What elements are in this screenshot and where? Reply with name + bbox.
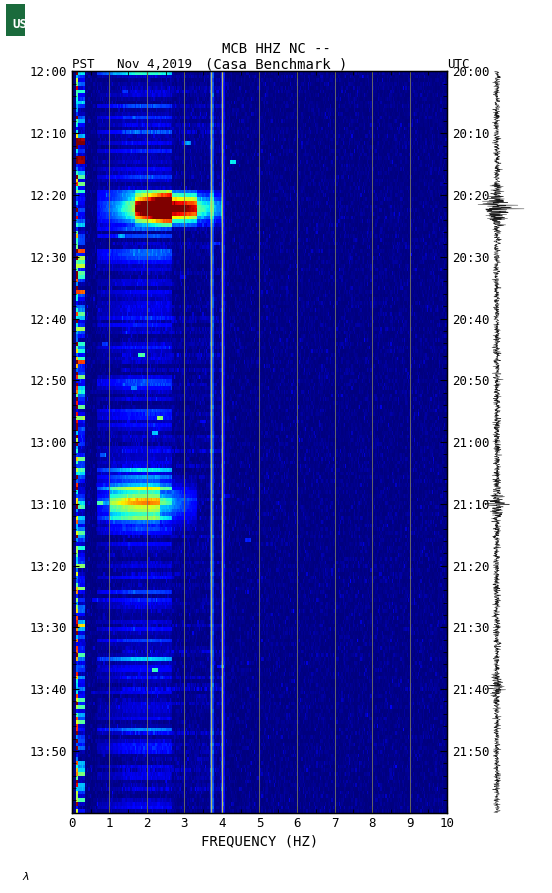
Text: MCB HHZ NC --: MCB HHZ NC -- (221, 42, 331, 56)
Text: $\lambda$: $\lambda$ (22, 870, 30, 881)
Text: (Casa Benchmark ): (Casa Benchmark ) (205, 57, 347, 71)
Bar (6, 4, 25, 36)
Text: UTC: UTC (447, 58, 470, 71)
Text: PST   Nov 4,2019: PST Nov 4,2019 (72, 58, 192, 71)
Text: USGS: USGS (13, 18, 43, 31)
X-axis label: FREQUENCY (HZ): FREQUENCY (HZ) (201, 835, 318, 848)
